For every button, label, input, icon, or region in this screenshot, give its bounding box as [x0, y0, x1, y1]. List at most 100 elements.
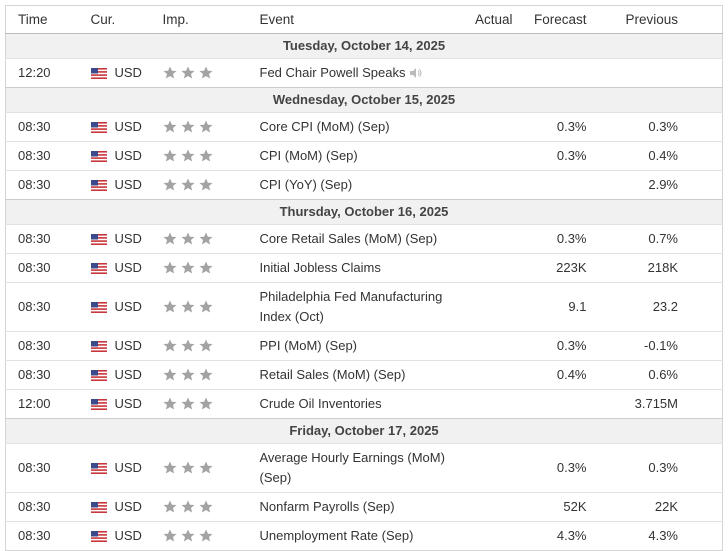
importance-star: [199, 232, 212, 245]
forecast: 0.3%: [520, 331, 596, 361]
currency: USD: [114, 65, 142, 80]
previous: 3.715M: [595, 389, 723, 419]
currency: USD: [114, 338, 142, 353]
event-cell: Unemployment Rate (Sep): [250, 521, 466, 551]
event: Philadelphia Fed Manufacturing Index (Oc…: [259, 289, 443, 324]
us-flag: [90, 302, 107, 313]
currency: USD: [114, 119, 142, 134]
actual: [465, 58, 521, 88]
speech-icon: [410, 68, 422, 78]
currency-cell: USD: [80, 521, 153, 551]
previous: 2.9%: [595, 170, 723, 200]
date-row: Tuesday, October 14, 2025: [5, 33, 723, 59]
date-row: Thursday, October 16, 2025: [5, 199, 723, 225]
event: Crude Oil Inventories: [259, 396, 382, 411]
calendar: Time Cur. Imp. Event Actual Forecast Previous …: [5, 5, 723, 551]
column-header: Imp.: [152, 5, 251, 34]
time: 08:30: [5, 141, 81, 171]
us-flag: [90, 151, 107, 162]
previous: 0.3%: [595, 112, 723, 142]
event-cell: Philadelphia Fed Manufacturing Index (Oc…: [250, 282, 466, 332]
importance-star: [163, 149, 176, 162]
importance-star: [199, 120, 212, 133]
forecast: 0.3%: [520, 224, 596, 254]
importance: [152, 112, 251, 142]
importance-star: [199, 500, 212, 513]
forecast: 4.3%: [520, 521, 596, 551]
importance-star: [199, 300, 212, 313]
forecast: 0.3%: [520, 141, 596, 171]
actual: [465, 521, 521, 551]
previous: 0.7%: [595, 224, 723, 254]
event-row: 08:30 USD Core CPI (MoM) (Sep) 0.3% 0.3%: [5, 112, 723, 142]
importance-star: [181, 149, 194, 162]
importance-star: [181, 120, 194, 133]
time: 12:20: [5, 58, 81, 88]
importance: [152, 389, 251, 419]
event: Nonfarm Payrolls (Sep): [259, 499, 395, 514]
event-row: 12:00 USD Crude Oil Inventories 3.715M: [5, 389, 723, 419]
currency-cell: USD: [80, 224, 153, 254]
actual: [465, 141, 521, 171]
us-flag: [90, 463, 107, 474]
importance-star: [181, 339, 194, 352]
date-cell: Friday, October 17, 2025: [5, 418, 723, 444]
importance: [152, 443, 251, 493]
actual: [465, 282, 521, 332]
importance-star: [199, 149, 212, 162]
column-header: Actual: [465, 5, 521, 34]
calendar-table: Time Cur. Imp. Event Actual Forecast Previous …: [5, 5, 723, 551]
importance-star: [181, 232, 194, 245]
importance: [152, 521, 251, 551]
event: CPI (MoM) (Sep): [259, 148, 358, 163]
previous: [595, 58, 723, 88]
currency: USD: [114, 260, 142, 275]
currency: USD: [114, 367, 142, 382]
time: 08:30: [5, 170, 81, 200]
table-body: Tuesday, October 14, 2025 12:20 USD Fed Cha…: [5, 33, 723, 551]
event-cell: Average Hourly Earnings (MoM) (Sep): [250, 443, 466, 493]
event-row: 08:30 USD CPI (MoM) (Sep) 0.3% 0.4%: [5, 141, 723, 171]
event-row: 12:20 USD Fed Chair Powell Speaks: [5, 58, 723, 88]
us-flag: [90, 370, 107, 381]
currency-cell: USD: [80, 141, 153, 171]
importance-star: [163, 500, 176, 513]
forecast: [520, 170, 596, 200]
forecast: 52K: [520, 492, 596, 522]
header-row: Time Cur. Imp. Event Actual Forecast Previous: [5, 5, 723, 34]
date-row: Friday, October 17, 2025: [5, 418, 723, 444]
importance-star: [163, 529, 176, 542]
importance: [152, 360, 251, 390]
event-cell: Fed Chair Powell Speaks: [250, 58, 466, 88]
importance-star: [181, 261, 194, 274]
us-flag: [90, 531, 107, 542]
importance-star: [163, 300, 176, 313]
actual: [465, 360, 521, 390]
currency: USD: [114, 528, 142, 543]
importance-star: [181, 66, 194, 79]
importance-star: [199, 66, 212, 79]
event: PPI (MoM) (Sep): [259, 338, 358, 353]
forecast: [520, 58, 596, 88]
importance-star: [199, 461, 212, 474]
event-row: 08:30 USD CPI (YoY) (Sep) 2.9%: [5, 170, 723, 200]
us-flag: [90, 122, 107, 133]
actual: [465, 492, 521, 522]
importance: [152, 141, 251, 171]
event-cell: PPI (MoM) (Sep): [250, 331, 466, 361]
time: 08:30: [5, 331, 81, 361]
importance-star: [163, 66, 176, 79]
forecast: [520, 389, 596, 419]
time: 08:30: [5, 282, 81, 332]
event: CPI (YoY) (Sep): [259, 177, 353, 192]
forecast: 0.3%: [520, 112, 596, 142]
event-cell: CPI (YoY) (Sep): [250, 170, 466, 200]
column-header: Event: [250, 5, 466, 34]
importance-star: [199, 178, 212, 191]
importance-star: [199, 368, 212, 381]
event-row: 08:30 USD Unemployment Rate (Sep) 4.3% 4.3%: [5, 521, 723, 551]
importance-star: [181, 529, 194, 542]
column-header: Previous: [595, 5, 723, 34]
event: Unemployment Rate (Sep): [259, 528, 414, 543]
currency-cell: USD: [80, 282, 153, 332]
